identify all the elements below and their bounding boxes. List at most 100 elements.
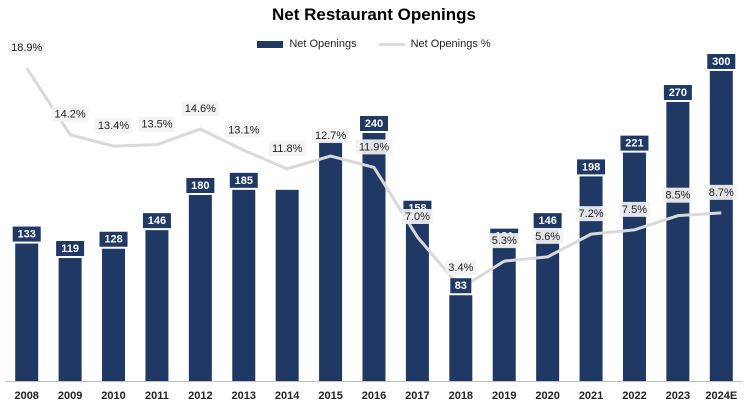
legend-label-line: Net Openings % (410, 38, 491, 50)
pct-label-box (575, 206, 607, 222)
bar (275, 189, 299, 381)
bar-label-box (450, 278, 472, 294)
pct-label-box (312, 128, 350, 144)
bar-value-label: 300 (712, 56, 730, 68)
pct-value-label: 8.5% (665, 190, 690, 202)
bar-label-box (186, 178, 215, 193)
pct-value-label: 7.5% (622, 204, 647, 216)
bar (188, 195, 212, 381)
bar (492, 245, 516, 381)
legend-item-bars: Net Openings (257, 38, 357, 50)
bar-label-box (577, 159, 606, 175)
x-tick-label: 2021 (579, 390, 603, 402)
pct-label-box (181, 101, 219, 117)
chart-title: Net Restaurant Openings (271, 5, 477, 24)
bar-label-box (229, 172, 258, 188)
pct-value-label: 3.4% (448, 262, 473, 274)
x-tick-label: 2023 (666, 390, 690, 402)
bar-label-box (533, 213, 562, 229)
bar-value-label: 240 (365, 118, 383, 130)
x-tick-label: 2024E (705, 390, 737, 402)
pct-label-box (355, 139, 393, 155)
pct-value-label: 5.3% (492, 235, 517, 247)
bar (102, 248, 126, 381)
pct-value-label: 12.7% (315, 130, 346, 142)
bar-value-label: 133 (18, 229, 36, 241)
bar (622, 152, 646, 381)
bar (709, 71, 733, 381)
x-tick-label: 2014 (275, 390, 300, 402)
pct-value-label: 7.0% (405, 211, 430, 223)
legend-swatch-line (378, 42, 405, 46)
pct-label-box (51, 106, 89, 122)
pct-value-label: 18.9% (11, 42, 42, 54)
bar-value-label: 221 (625, 138, 643, 150)
bar (15, 243, 39, 381)
x-tick-label: 2016 (362, 390, 386, 402)
pct-label-box (488, 233, 520, 249)
bar-label-box (360, 116, 388, 131)
pct-label-box (445, 260, 477, 276)
bar-value-label: 119 (61, 243, 79, 255)
pct-label-box (8, 40, 46, 55)
pct-value-label: 13.4% (98, 120, 129, 132)
pct-label-box (268, 140, 306, 156)
x-tick-label: 2019 (492, 390, 516, 402)
bar-label-box (12, 226, 41, 242)
pct-value-label: 11.9% (359, 141, 390, 153)
pct-label-box (532, 228, 564, 244)
bar-value-label: 83 (455, 280, 467, 292)
x-tick-label: 2017 (405, 390, 429, 402)
line-series (25, 67, 722, 290)
legend-label-bars: Net Openings (289, 38, 357, 50)
bar-value-label: 146 (538, 215, 556, 227)
pct-label-box (225, 122, 263, 138)
bar (362, 133, 386, 381)
pct-value-label: 13.1% (228, 124, 259, 136)
pct-value-label: 8.7% (709, 187, 734, 199)
pct-label-box (138, 116, 176, 132)
pct-value-label: 14.2% (55, 109, 86, 121)
x-tick-label: 2008 (14, 390, 38, 402)
bar-value-label: 198 (582, 161, 600, 173)
pct-label-box (662, 187, 694, 203)
pct-value-label: 14.6% (185, 103, 216, 115)
x-tick-label: 2012 (188, 390, 212, 402)
x-tick-label: 2013 (232, 390, 256, 402)
legend-item-line: Net Openings % (378, 38, 491, 50)
pct-label-box (619, 201, 650, 217)
pct-label-box (705, 184, 737, 200)
pct-value-label: 13.5% (141, 119, 172, 131)
bar-label-box (56, 241, 85, 257)
bar-label-box (707, 54, 736, 69)
bar (405, 217, 429, 381)
bar-value-label: 270 (669, 87, 687, 99)
x-tick-label: 2015 (318, 390, 342, 402)
bar (536, 230, 560, 381)
bar-value-label: 185 (235, 175, 253, 187)
x-tick-label: 2010 (101, 390, 125, 402)
bar (58, 258, 82, 381)
bar (666, 102, 690, 381)
x-tick-label: 2022 (622, 390, 646, 402)
legend-swatch-bars (257, 40, 284, 48)
pct-value-label: 5.6% (535, 231, 560, 243)
x-tick-label: 2011 (145, 390, 169, 402)
bar (145, 230, 169, 381)
pct-label-box (402, 208, 433, 224)
bar-value-label: 180 (191, 180, 209, 192)
bar (579, 176, 603, 381)
pct-value-label: 11.8% (272, 143, 303, 155)
x-tick-label: 2009 (58, 390, 82, 402)
bar-label-box (99, 231, 128, 247)
x-tick-label: 2018 (449, 390, 473, 402)
pct-label-box (95, 118, 133, 134)
bar (319, 141, 343, 381)
x-tick-label: 2020 (535, 390, 559, 402)
bar-value-label: 146 (148, 215, 166, 227)
legend: Net Openings Net Openings % (0, 38, 748, 50)
bar (232, 189, 256, 381)
bar-label-box (663, 85, 692, 100)
